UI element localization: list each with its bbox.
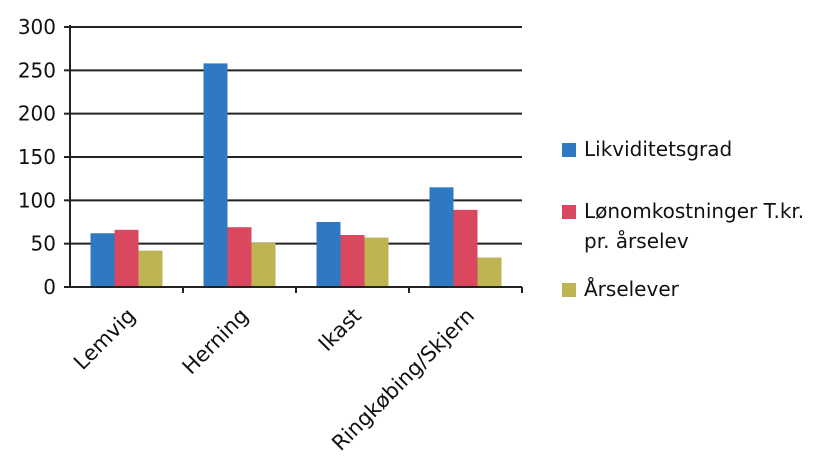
bar-ikast-series-1 bbox=[340, 235, 365, 287]
y-tick-label-50: 50 bbox=[31, 232, 56, 256]
x-tick-label-lemvig: Lemvig bbox=[69, 304, 140, 375]
bar-ikast-series-0 bbox=[316, 222, 341, 287]
y-tick-label-250: 250 bbox=[18, 58, 56, 82]
legend: Likviditetsgrad Lønomkostninger T.kr. pr… bbox=[562, 137, 832, 326]
bar-lemvig-series-1 bbox=[114, 229, 139, 287]
bar-herning-series-2 bbox=[251, 242, 276, 287]
legend-label-lonomkostninger: Lønomkostninger T.kr. pr. årselev bbox=[584, 199, 805, 253]
bar-ringk-bing-skjern-series-2 bbox=[477, 257, 502, 287]
legend-item-arselever: Årselever bbox=[562, 277, 832, 304]
y-tick-label-300: 300 bbox=[18, 15, 56, 39]
y-tick-labels: 0 50 100 150 200 250 300 bbox=[18, 15, 56, 299]
legend-label-arselever: Årselever bbox=[584, 277, 679, 301]
bar-ringk-bing-skjern-series-1 bbox=[453, 209, 478, 287]
x-tick-label-ikast: Ikast bbox=[314, 304, 366, 356]
legend-swatch-likviditetsgrad bbox=[562, 143, 576, 157]
x-tick-label-herning: Herning bbox=[178, 304, 253, 379]
y-tick-label-200: 200 bbox=[18, 102, 56, 126]
bars bbox=[90, 63, 502, 288]
y-tick-label-0: 0 bbox=[43, 275, 56, 299]
legend-swatch-lonomkostninger bbox=[562, 205, 576, 219]
bar-lemvig-series-0 bbox=[90, 233, 115, 287]
bar-herning-series-0 bbox=[203, 63, 228, 288]
y-tick-label-100: 100 bbox=[18, 188, 56, 212]
bar-herning-series-1 bbox=[227, 227, 252, 287]
axes bbox=[64, 25, 523, 293]
legend-label-likviditetsgrad: Likviditetsgrad bbox=[584, 137, 733, 161]
bar-lemvig-series-2 bbox=[138, 250, 163, 287]
legend-item-likviditetsgrad: Likviditetsgrad bbox=[562, 137, 832, 164]
bar-ikast-series-2 bbox=[364, 237, 389, 287]
y-tick-label-150: 150 bbox=[18, 145, 56, 169]
legend-swatch-arselever bbox=[562, 283, 576, 297]
bar-ringk-bing-skjern-series-0 bbox=[429, 187, 454, 287]
legend-item-lonomkostninger: Lønomkostninger T.kr. pr. årselev bbox=[562, 199, 832, 256]
